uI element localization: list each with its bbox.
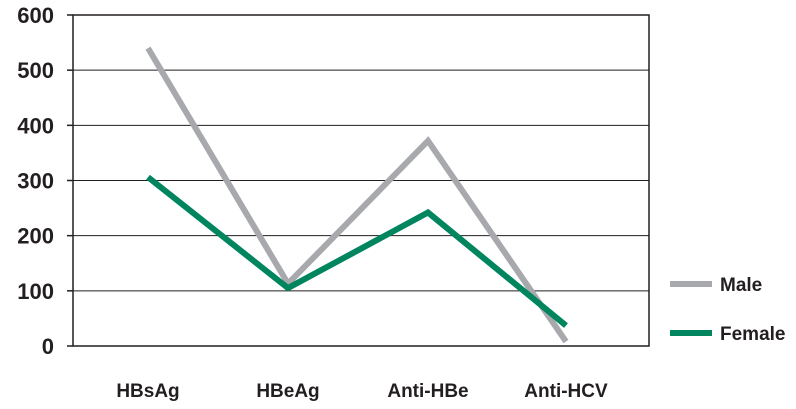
series-line-male xyxy=(145,46,569,344)
y-tick-label: 500 xyxy=(17,58,54,83)
x-tick-label: HBeAg xyxy=(256,381,319,402)
y-tick-label: 100 xyxy=(17,279,54,304)
legend-label-female: Female xyxy=(720,324,785,345)
y-tick-label: 400 xyxy=(17,113,54,138)
x-tick-label: Anti-HCV xyxy=(524,381,608,402)
y-tick-label: 0 xyxy=(42,334,54,359)
x-tick-label: HBsAg xyxy=(116,381,179,402)
y-axis-tick-labels: 0 100 200 300 400 500 600 xyxy=(17,3,73,359)
y-tick-label: 200 xyxy=(17,224,54,249)
series-lines xyxy=(145,46,569,344)
legend: Male Female xyxy=(670,275,785,345)
legend-label-male: Male xyxy=(720,275,762,296)
x-tick-label: Anti-HBe xyxy=(387,381,468,402)
series-line-female xyxy=(146,174,568,328)
y-tick-label: 300 xyxy=(17,169,54,194)
x-axis-tick-labels: HBsAg HBeAg Anti-HBe Anti-HCV xyxy=(116,381,608,402)
y-tick-label: 600 xyxy=(17,3,54,28)
gridlines xyxy=(73,69,649,292)
